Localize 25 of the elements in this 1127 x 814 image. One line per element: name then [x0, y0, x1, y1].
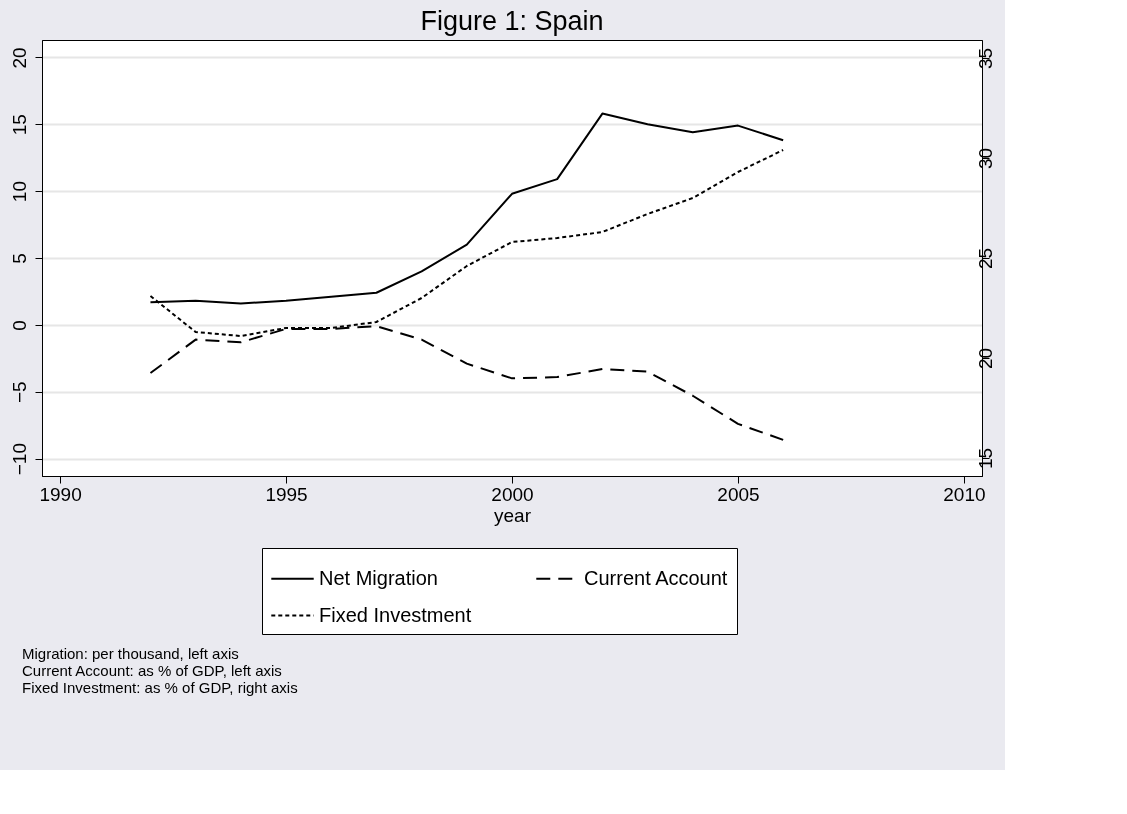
text: Fixed Investment: as % of GDP, right axis	[22, 679, 298, 696]
y2-tick-label: 30	[974, 147, 996, 170]
x-axis-title: year	[494, 504, 532, 526]
x-tick-label: 2010	[943, 483, 986, 505]
legend-label: Net Migration	[319, 566, 438, 589]
x-tick-label: 1990	[39, 483, 82, 505]
x-tick-label: 2000	[491, 483, 534, 505]
y2-tick-label: 25	[974, 247, 996, 270]
y-tick-label: −5	[8, 381, 30, 404]
text: Migration: per thousand, left axis	[22, 645, 239, 662]
y-tick-label: 10	[8, 181, 30, 203]
y-tick-label: 5	[8, 253, 30, 264]
y2-tick-label: 15	[974, 447, 996, 470]
y-tick-label: 15	[8, 114, 30, 136]
y-tick-label: 20	[8, 47, 30, 69]
y-tick-label: 0	[8, 320, 30, 331]
legend-label: Fixed Investment	[319, 603, 472, 626]
x-tick-label: 1995	[265, 483, 308, 505]
legend-label: Current Account	[584, 566, 728, 589]
y-tick-label: −10	[8, 443, 30, 476]
y2-tick-label: 35	[974, 47, 996, 70]
y2-tick-label: 20	[974, 347, 996, 370]
text: Current Account: as % of GDP, left axis	[22, 662, 282, 679]
chart-title: Figure 1: Spain	[420, 6, 604, 36]
x-tick-label: 2005	[717, 483, 760, 505]
